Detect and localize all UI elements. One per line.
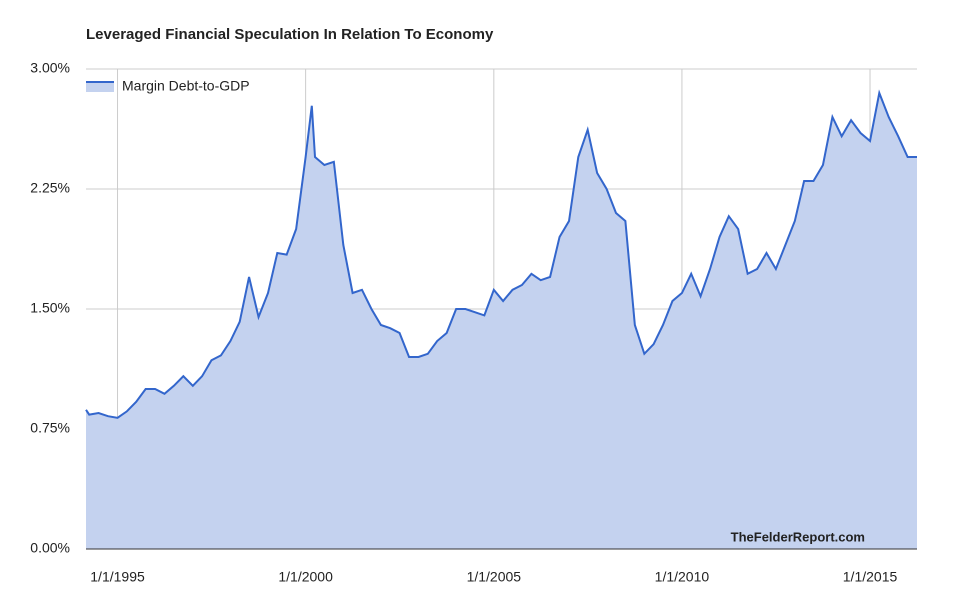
y-tick-label: 1.50% <box>30 300 70 316</box>
legend-swatch <box>86 82 114 92</box>
legend-label: Margin Debt-to-GDP <box>122 78 250 94</box>
y-tick-label: 0.00% <box>30 540 70 556</box>
x-tick-label: 1/1/2005 <box>467 569 522 585</box>
area <box>86 93 917 549</box>
x-tick-label: 1/1/2000 <box>278 569 333 585</box>
x-tick-label: 1/1/2010 <box>655 569 710 585</box>
y-tick-label: 0.75% <box>30 420 70 436</box>
annotation: TheFelderReport.com <box>731 529 865 544</box>
x-tick-label: 1/1/2015 <box>843 569 898 585</box>
line <box>85 89 917 419</box>
chart-title: Leveraged Financial Speculation In Relat… <box>86 26 494 43</box>
x-tick-label: 1/1/1995 <box>90 569 145 585</box>
y-tick-label: 2.25% <box>30 180 70 196</box>
y-tick-label: 3.00% <box>30 60 70 76</box>
